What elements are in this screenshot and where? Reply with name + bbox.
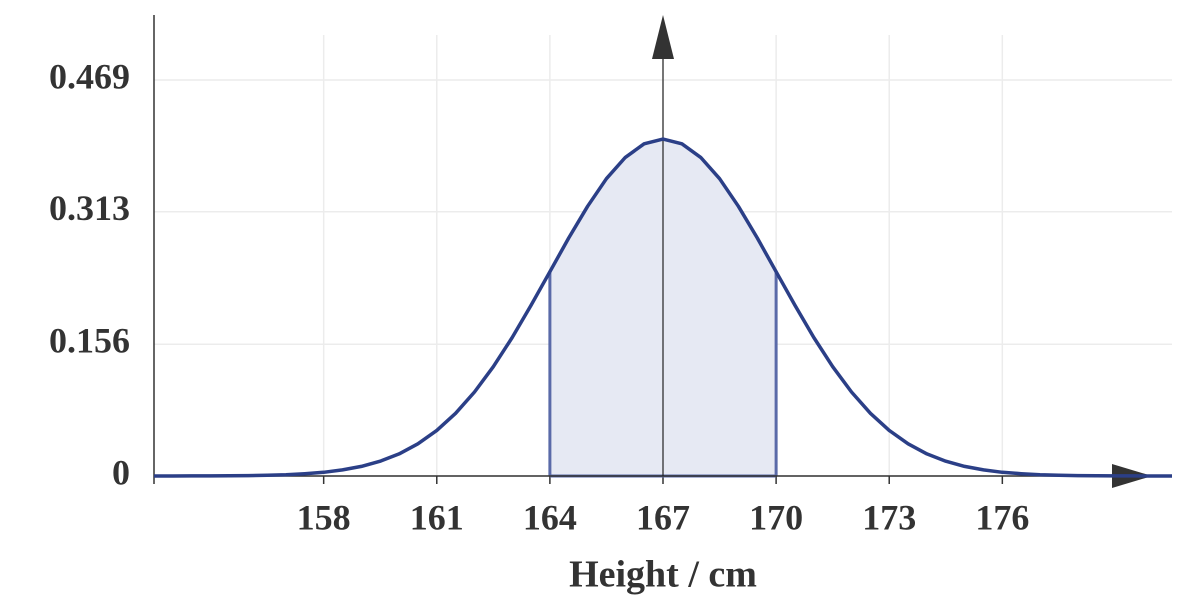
x-tick-label: 173 bbox=[862, 497, 916, 537]
x-axis-label: Height / cm bbox=[569, 554, 757, 596]
center-axis-arrow bbox=[652, 15, 674, 59]
x-tick-label: 164 bbox=[523, 497, 577, 537]
x-tick-label: 167 bbox=[636, 497, 690, 537]
x-tick-label: 161 bbox=[410, 497, 464, 537]
y-tick-label: 0.156 bbox=[49, 321, 130, 361]
y-tick-label: 0 bbox=[112, 452, 130, 492]
x-tick-label: 170 bbox=[749, 497, 803, 537]
x-tick-label: 158 bbox=[297, 497, 351, 537]
x-tick-label: 176 bbox=[975, 497, 1029, 537]
y-tick-label: 0.469 bbox=[49, 56, 130, 96]
y-tick-label: 0.313 bbox=[49, 188, 130, 228]
density-curve bbox=[154, 137, 1172, 478]
